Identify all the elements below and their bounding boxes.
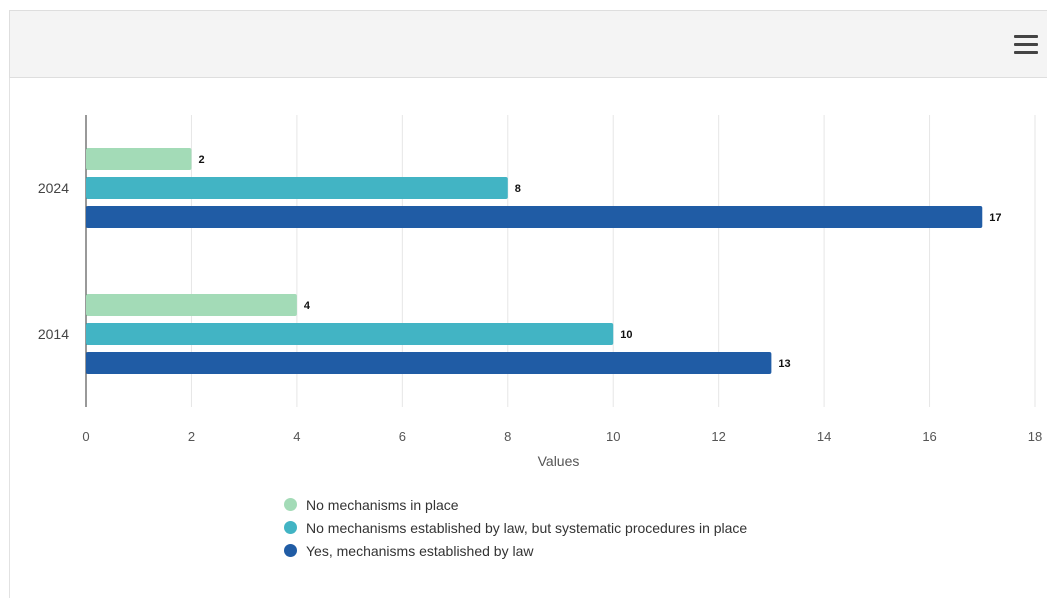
x-tick-label: 10 (606, 429, 620, 444)
legend-item[interactable]: No mechanisms established by law, but sy… (284, 516, 747, 539)
y-tick-label: 2024 (38, 180, 69, 196)
x-tick-label: 16 (922, 429, 936, 444)
bar (86, 323, 614, 345)
legend-item[interactable]: Yes, mechanisms established by law (284, 539, 747, 562)
data-label: 10 (620, 329, 632, 341)
x-tick-label: 8 (504, 429, 511, 444)
data-label: 17 (989, 212, 1001, 224)
x-tick-label: 14 (817, 429, 831, 444)
bar-chart: 0 2 4 6 8 10 12 14 16 18 Values 2024 2 8 17 2014 4 10 13 (38, 115, 1042, 469)
panel-border (9, 78, 10, 598)
legend-label: No mechanisms in place (306, 496, 459, 513)
chart-legend: No mechanisms in place No mechanisms esta… (284, 493, 747, 562)
data-label: 8 (515, 183, 521, 195)
legend-swatch (284, 544, 297, 557)
x-axis-title: Values (538, 453, 580, 469)
bar (86, 177, 508, 199)
x-tick-label: 6 (399, 429, 406, 444)
legend-label: No mechanisms established by law, but sy… (306, 519, 748, 536)
x-tick-label: 18 (1028, 429, 1042, 444)
x-tick-label: 0 (82, 429, 89, 444)
hamburger-menu-icon[interactable] (1014, 35, 1038, 55)
data-label: 4 (304, 300, 311, 312)
bar (86, 352, 772, 374)
chart-header (9, 10, 1047, 78)
y-tick-label: 2014 (38, 326, 69, 342)
x-tick-label: 4 (293, 429, 300, 444)
data-label: 2 (198, 154, 204, 166)
legend-label: Yes, mechanisms established by law (306, 542, 534, 559)
x-tick-label: 12 (711, 429, 725, 444)
bar (86, 206, 983, 228)
legend-swatch (284, 521, 297, 534)
data-label: 13 (778, 358, 790, 370)
x-tick-label: 2 (188, 429, 195, 444)
bar (86, 294, 297, 316)
bar (86, 148, 192, 170)
legend-item[interactable]: No mechanisms in place (284, 493, 747, 516)
legend-swatch (284, 498, 297, 511)
